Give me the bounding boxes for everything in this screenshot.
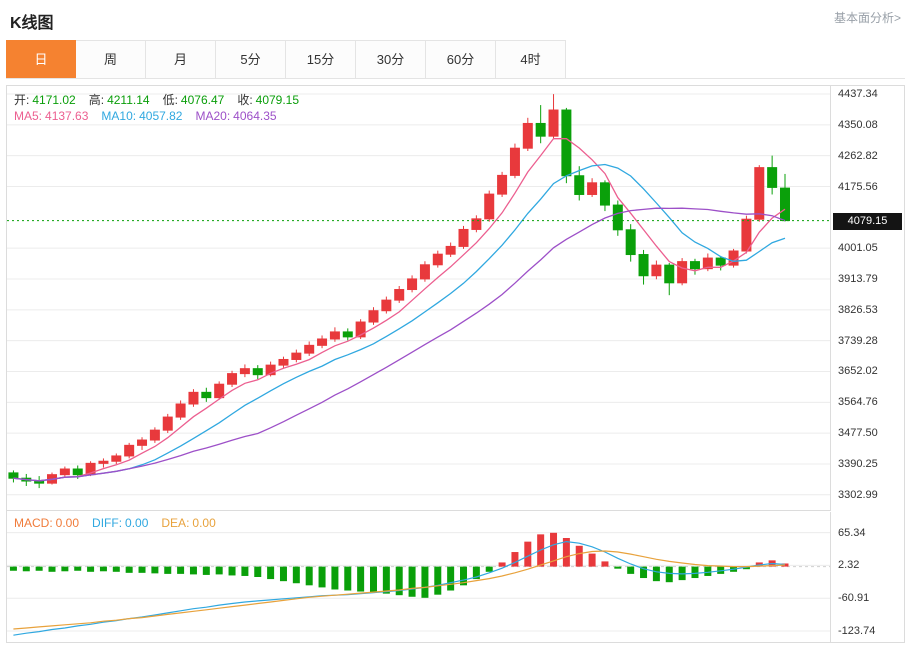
tab-60min[interactable]: 60分 <box>426 40 496 78</box>
y-axis-label: 3477.50 <box>838 427 878 440</box>
period-tab-bar: 日周月 5分 15分 30分 60分 4时 <box>6 40 905 79</box>
macd-info-row: MACD: 0.00 DIFF: 0.00 DEA: 0.00 <box>14 516 229 530</box>
ohlc-item: 高: 4211.14 <box>88 93 150 107</box>
tab-15min[interactable]: 15分 <box>286 40 356 78</box>
ma-item: MA5: 4137.63 <box>14 109 89 123</box>
macd-chart-area: MACD: 0.00 DIFF: 0.00 DEA: 0.00 <box>7 512 831 642</box>
chart-frame: 开: 4171.02 高: 4211.14 低: 4076.47 收: 4079.15 MA5… <box>6 85 905 643</box>
macd-item: DEA: 0.00 <box>161 516 216 530</box>
ma-item: MA20: 4064.35 <box>195 109 277 123</box>
tab-5min[interactable]: 5分 <box>216 40 286 78</box>
ohlc-item: 开: 4171.02 <box>14 93 76 107</box>
macd-plot[interactable] <box>7 512 830 642</box>
y-axis-label: 3564.76 <box>838 396 878 409</box>
y-axis-label: 4001.05 <box>838 242 878 255</box>
main-y-axis: 4437.34 4350.08 4262.82 4175.56 4001.05 3913.… <box>832 86 904 511</box>
tab-day[interactable]: 日 <box>6 40 76 78</box>
tab-30min[interactable]: 30分 <box>356 40 426 78</box>
y-axis-label: 4262.82 <box>838 149 878 162</box>
y-axis-label: 3302.99 <box>838 488 878 501</box>
y-axis-label: 3913.79 <box>838 272 878 285</box>
fundamental-analysis-link[interactable]: 基本面分析> <box>833 11 901 25</box>
y-axis-label: 3826.53 <box>838 303 878 316</box>
titlebar: K线图 基本面分析> <box>0 0 911 38</box>
ohlc-info-row: 开: 4171.02 高: 4211.14 低: 4076.47 收: 4079.15 <box>14 91 312 108</box>
y-axis-label: 3652.02 <box>838 365 878 378</box>
ohlc-item: 低: 4076.47 <box>162 93 225 107</box>
y-axis-label: -123.74 <box>838 624 876 637</box>
candlestick-plot[interactable] <box>7 86 830 510</box>
ma-item: MA10: 4057.82 <box>101 109 183 123</box>
y-axis-label: 2.32 <box>838 559 860 572</box>
tab-4hour[interactable]: 4时 <box>496 40 566 78</box>
main-chart-area: 开: 4171.02 高: 4211.14 低: 4076.47 收: 4079.15 MA5… <box>7 86 831 511</box>
macd-item: DIFF: 0.00 <box>92 516 149 530</box>
macd-item: MACD: 0.00 <box>14 516 80 530</box>
tab-week[interactable]: 周 <box>76 40 146 78</box>
tab-month[interactable]: 月 <box>146 40 216 78</box>
page-title: K线图 <box>10 15 54 32</box>
y-axis-label: -60.91 <box>838 592 870 605</box>
y-axis-label: 4350.08 <box>838 118 878 131</box>
y-axis-label: 65.34 <box>838 526 866 539</box>
macd-y-axis: 65.34 2.32 -60.91 -123.74 <box>832 512 904 642</box>
ohlc-item: 收: 4079.15 <box>237 93 300 107</box>
y-axis-label: 4175.56 <box>838 180 878 193</box>
ma-info-row: MA5: 4137.63 MA10: 4057.82 MA20: 4064.35 <box>14 109 290 123</box>
y-axis-label: 3390.25 <box>838 457 878 470</box>
current-price-badge: 4079.15 <box>833 212 902 230</box>
y-axis-label: 3739.28 <box>838 334 878 347</box>
y-axis-label: 4437.34 <box>838 88 878 100</box>
